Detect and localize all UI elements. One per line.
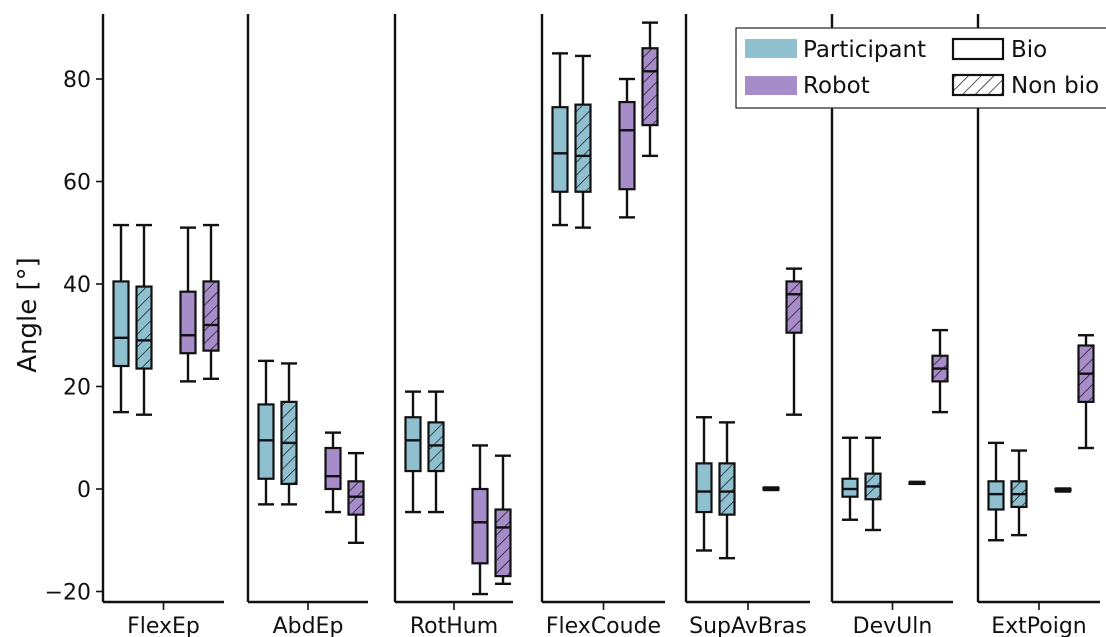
box-body <box>324 446 342 491</box>
legend-label-nonbio: Non bio <box>1011 73 1099 99</box>
panel-supavbras: SupAvBras <box>684 14 810 637</box>
panels: FlexEp AbdEp RotHum FlexCoude SupAvBras DevUl… <box>101 14 1100 637</box>
x-tick-label: RotHum <box>410 614 498 637</box>
legend-swatch-nonbio <box>951 73 1005 97</box>
legend-frame <box>735 27 1106 109</box>
box-hatch <box>786 281 802 333</box>
box-robot-bio <box>762 486 780 492</box>
box-robot-nonbio <box>785 267 803 416</box>
box-participant-bio <box>257 359 275 506</box>
box-robot-nonbio <box>931 328 949 414</box>
box-robot-nonbio <box>494 454 512 586</box>
legend-label-robot: Robot <box>803 73 870 99</box>
y-tick-label: 80 <box>63 68 91 93</box>
x-tick-label: ExtPoign <box>991 614 1087 637</box>
legend-label-participant: Participant <box>803 37 926 63</box>
box-body <box>179 290 197 355</box>
box-hatch <box>203 281 219 351</box>
legend-swatch-participant <box>745 39 797 58</box>
box-hatch <box>136 286 152 369</box>
legend-swatch-robot <box>745 76 797 95</box>
box-body <box>112 280 130 368</box>
box-hatch <box>495 509 511 577</box>
box-body <box>551 106 569 193</box>
y-tick-label: 40 <box>63 273 91 298</box>
box-body <box>841 477 859 498</box>
legend: Participant Robot Bio Non bio <box>735 27 1106 109</box>
box-robot-bio <box>618 77 636 219</box>
box-body <box>695 462 713 514</box>
y-tick-label: 60 <box>63 171 91 196</box>
box-body <box>471 487 489 565</box>
panel-flexep: FlexEp <box>101 14 224 637</box>
box-participant-bio <box>112 223 130 414</box>
box-participant-nonbio <box>280 362 298 506</box>
box-hatch <box>575 104 591 192</box>
box-robot-nonbio <box>1077 334 1095 450</box>
box-participant-bio <box>841 436 859 521</box>
y-axis-label: Angle [°] <box>13 257 43 373</box>
box-robot-bio <box>324 431 342 514</box>
box-hatch <box>348 481 364 515</box>
box-participant-nonbio <box>1010 449 1028 537</box>
x-tick-label: FlexEp <box>127 614 200 637</box>
x-tick-label: AbdEp <box>273 614 344 637</box>
box-participant-bio <box>404 390 422 514</box>
panel-flexcoude: FlexCoude <box>540 14 665 637</box>
box-participant-bio <box>695 416 713 552</box>
x-tick-label: FlexCoude <box>546 614 661 637</box>
box-robot-nonbio <box>347 451 365 545</box>
y-axis: −20 0 20 40 60 80 <box>45 68 103 606</box>
x-tick-label: SupAvBras <box>689 614 807 637</box>
legend-label-bio: Bio <box>1011 37 1047 63</box>
box-hatch <box>719 463 735 515</box>
panel-abdep: AbdEp <box>246 14 368 637</box>
box-participant-nonbio <box>864 436 882 532</box>
box-robot-nonbio <box>641 21 659 158</box>
box-body <box>987 480 1005 511</box>
box-body <box>618 100 636 191</box>
legend-swatch-bio <box>951 37 1005 61</box>
box-body <box>404 416 422 473</box>
box-body <box>257 403 275 480</box>
y-tick-label: 0 <box>77 478 91 503</box>
panel-extpoign: ExtPoign <box>976 14 1100 637</box>
box-participant-nonbio <box>427 390 445 514</box>
box-participant-nonbio <box>574 54 592 229</box>
y-tick-label: −20 <box>45 581 91 606</box>
box-robot-bio <box>179 226 197 383</box>
box-participant-bio <box>987 441 1005 542</box>
box-robot-bio <box>471 444 489 596</box>
box-hatch <box>642 48 658 126</box>
box-robot-bio <box>908 480 926 486</box>
box-robot-nonbio <box>202 223 220 381</box>
panel-rothum: RotHum <box>393 14 513 637</box>
panel-devuln: DevUln <box>830 14 953 637</box>
box-hatch <box>428 422 444 472</box>
box-participant-bio <box>551 52 569 227</box>
x-tick-label: DevUln <box>853 614 933 637</box>
box-participant-nonbio <box>718 421 736 560</box>
box-robot-bio <box>1054 487 1072 493</box>
box-participant-nonbio <box>135 223 153 416</box>
y-tick-label: 20 <box>63 376 91 401</box>
